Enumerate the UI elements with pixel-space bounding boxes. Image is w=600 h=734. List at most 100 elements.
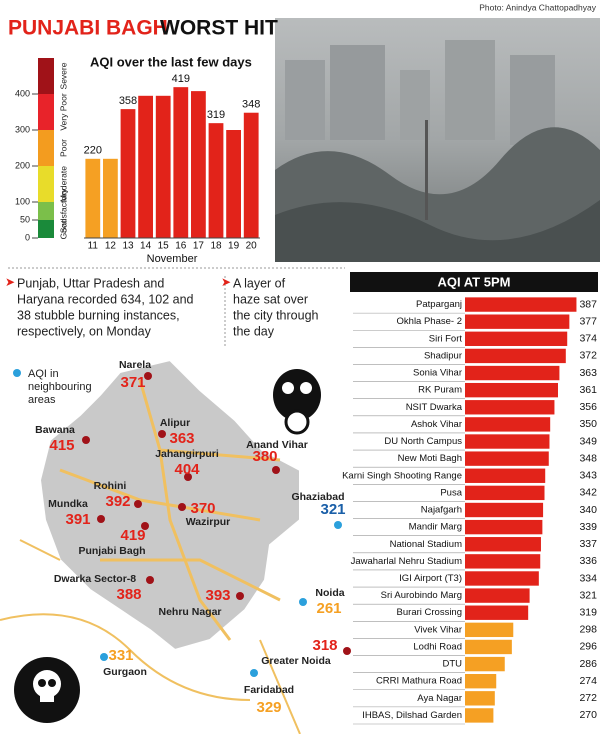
bar <box>465 502 544 518</box>
map-dot <box>343 647 351 655</box>
map-dot <box>250 669 258 677</box>
place-value: 261 <box>316 600 341 617</box>
map-legend: areas <box>28 394 56 406</box>
map-dot <box>144 372 152 380</box>
note-text: 38 stubble burning instances, <box>17 308 180 322</box>
bar <box>243 112 259 238</box>
value-label: 358 <box>119 95 137 107</box>
bar <box>465 417 551 432</box>
aqi-band <box>38 130 54 166</box>
place-name: Alipur <box>160 417 190 429</box>
place-name: Noida <box>315 587 344 599</box>
map-dot <box>97 515 105 523</box>
station-label: Okhla Phase- 2 <box>397 316 462 327</box>
bar <box>465 571 539 586</box>
value-label: 356 <box>579 401 597 413</box>
place-name: Jahangirpuri <box>155 448 219 460</box>
value-label: 349 <box>579 435 597 447</box>
bar <box>465 382 558 398</box>
value-label: 286 <box>579 658 597 670</box>
y-tick-label: 300 <box>15 124 30 134</box>
map-dot <box>178 503 186 511</box>
x-tick-label: 13 <box>122 241 134 252</box>
station-label: New Moti Bagh <box>398 453 462 464</box>
place-name: Dwarka Sector-8 <box>54 573 136 585</box>
bar <box>155 95 171 238</box>
place-name: Wazirpur <box>186 516 231 528</box>
place-name: Rohini <box>94 480 127 492</box>
place-value: 392 <box>105 493 130 510</box>
value-label: 348 <box>242 99 260 111</box>
map-dot <box>141 522 149 530</box>
place-name: Ghaziabad <box>291 491 344 503</box>
value-label: 272 <box>579 692 597 704</box>
station-label: Burari Crossing <box>397 607 462 618</box>
value-label: 298 <box>579 624 597 636</box>
x-axis-label: November <box>147 253 198 265</box>
headline-black: WORST HIT <box>160 17 278 40</box>
aqi-band <box>38 58 54 94</box>
map-legend: AQI in <box>28 368 59 380</box>
map-legend: neighbouring <box>28 381 92 393</box>
bar <box>465 622 514 638</box>
bar <box>465 588 530 603</box>
bar <box>465 331 568 346</box>
station-label: Ashok Vihar <box>411 419 462 430</box>
bar <box>138 95 153 238</box>
place-name: Anand Vihar <box>246 439 308 451</box>
place-value: 404 <box>174 461 200 478</box>
place-value: 363 <box>169 430 194 447</box>
photo-credit: Photo: Anindya Chattopadhyay <box>479 2 596 12</box>
map-dot <box>299 598 307 606</box>
station-label: Pusa <box>440 487 462 498</box>
station-label: Lodhi Road <box>413 641 462 652</box>
bar <box>465 605 529 620</box>
value-label: 340 <box>579 504 597 516</box>
x-tick-label: 18 <box>210 241 222 252</box>
note-text: haze sat over <box>233 292 308 306</box>
bar <box>208 123 224 238</box>
bar <box>465 656 505 672</box>
place-name: Nehru Nagar <box>158 606 221 618</box>
bar <box>465 519 543 535</box>
value-label: 319 <box>579 607 597 619</box>
station-label: Shadipur <box>424 350 462 361</box>
value-label: 377 <box>579 315 597 327</box>
station-label: National Stadium <box>390 539 462 550</box>
station-label: DU North Campus <box>384 436 462 447</box>
value-label: 296 <box>579 641 597 653</box>
bar <box>465 468 546 483</box>
place-name: Faridabad <box>244 684 294 696</box>
note-text: the day <box>233 324 275 338</box>
station-label: Karni Singh Shooting Range <box>342 470 462 481</box>
y-tick-label: 400 <box>15 88 30 98</box>
aqi-band <box>38 202 54 220</box>
bar <box>465 485 545 501</box>
x-tick-label: 14 <box>140 241 152 252</box>
bar <box>226 130 241 238</box>
bar <box>465 434 550 449</box>
bar <box>465 708 494 723</box>
note-text: Punjab, Uttar Pradesh and <box>17 276 164 290</box>
station-label: Sonia Vihar <box>413 368 462 379</box>
bar <box>465 639 512 655</box>
aqi-band <box>38 166 54 202</box>
photo <box>275 18 600 262</box>
value-label: 319 <box>207 109 225 121</box>
place-name: Mundka <box>48 498 88 510</box>
map-dot <box>272 466 280 474</box>
map-dot <box>236 592 244 600</box>
bar <box>103 158 118 238</box>
bar <box>173 87 189 238</box>
note-marker: ➤ <box>5 275 15 289</box>
station-label: IHBAS, Dilshad Garden <box>362 710 462 721</box>
map-dot <box>334 521 342 529</box>
bar <box>465 451 549 466</box>
aqi-band-label: Poor <box>58 139 68 157</box>
place-name: Narela <box>119 359 151 371</box>
map-dot <box>184 473 192 481</box>
aqi-band-label: Good <box>58 218 68 239</box>
place-value: 331 <box>108 647 133 664</box>
x-tick-label: 17 <box>193 241 205 252</box>
